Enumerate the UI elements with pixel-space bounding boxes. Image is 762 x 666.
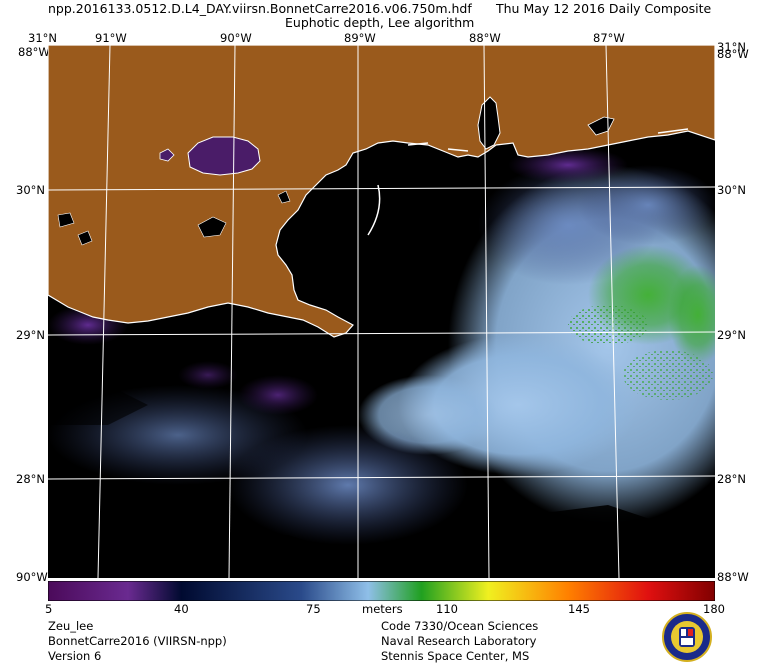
graticule [48,45,715,578]
lat-label-30n-left: 30°N [16,183,45,197]
product-title: Euphotic depth, Lee algorithm [285,15,475,30]
lat-label-28n-left: 28°N [16,472,45,486]
footer-left: Zeu_lee BonnetCarre2016 (VIIRSN-npp) Ver… [48,619,227,664]
barrier-islands [367,128,689,236]
variable-name: Zeu_lee [48,619,94,633]
grid-29n [48,331,715,336]
corner-label-top-left: 88°W [18,45,50,59]
lake-pontchartrain [187,136,261,176]
lat-label-29n-right: 29°N [717,328,746,342]
lat-label-top-right: 31°N [717,40,746,54]
grid-30n [48,186,715,191]
version-text: Version 6 [48,649,102,663]
grid-90w [228,45,236,578]
corner-label-bottom-right: 88°W [717,570,749,584]
colorbar-label-145: 145 [568,602,590,616]
colorbar-label-180: 180 [703,602,725,616]
org-code: Code 7330/Ocean Sciences [381,619,539,633]
nrl-seal-icon [662,612,712,662]
cloud-gaps [48,375,715,578]
colorbar-label-75: 75 [306,602,321,616]
map-svg [48,45,715,578]
colorbar-svg [48,581,715,601]
lat-label-28n-right: 28°N [717,472,746,486]
grid-87w [605,45,620,578]
lon-label-91w: 91°W [95,31,127,45]
lon-label-88w: 88°W [469,31,501,45]
dataset-name: BonnetCarre2016 (VIIRSN-npp) [48,634,227,648]
lat-label-30n-right: 30°N [717,183,746,197]
grid-28n [48,475,715,480]
lon-label-87w: 87°W [593,31,625,45]
inland-lakes [57,190,291,246]
grid-91w [97,45,111,578]
lat-label-29n-left: 29°N [16,328,45,342]
colorbar-label-40: 40 [174,602,189,616]
org-name: Naval Research Laboratory [381,634,537,648]
date-text: Thu May 12 2016 Daily Composite [496,1,712,16]
lon-label-89w: 89°W [344,31,376,45]
colorbar [48,581,715,601]
colorbar-units: meters [362,602,403,616]
colorbar-gradient [48,581,715,601]
land-mass [48,45,715,338]
grid-88w [483,45,490,578]
lake-maurepas [159,148,175,162]
org-location: Stennis Space Center, MS [381,649,530,663]
file-title: npp.2016133.0512.D.L4_DAY.viirsn.BonnetC… [48,1,711,16]
high-depth-region [568,245,715,400]
mobile-bay [477,96,501,150]
euphotic-depth-map [48,45,715,578]
colorbar-label-5: 5 [45,602,53,616]
colorbar-label-110: 110 [436,602,458,616]
footer-right: Code 7330/Ocean Sciences Naval Research … [381,619,538,664]
corner-label-top-right: 88°W [717,47,749,61]
filename-text: npp.2016133.0512.D.L4_DAY.viirsn.BonnetC… [48,1,472,16]
corner-label-bottom-left: 90°W [16,570,48,584]
lon-label-90w: 90°W [220,31,252,45]
lat-label-top-left: 31°N [28,31,57,45]
